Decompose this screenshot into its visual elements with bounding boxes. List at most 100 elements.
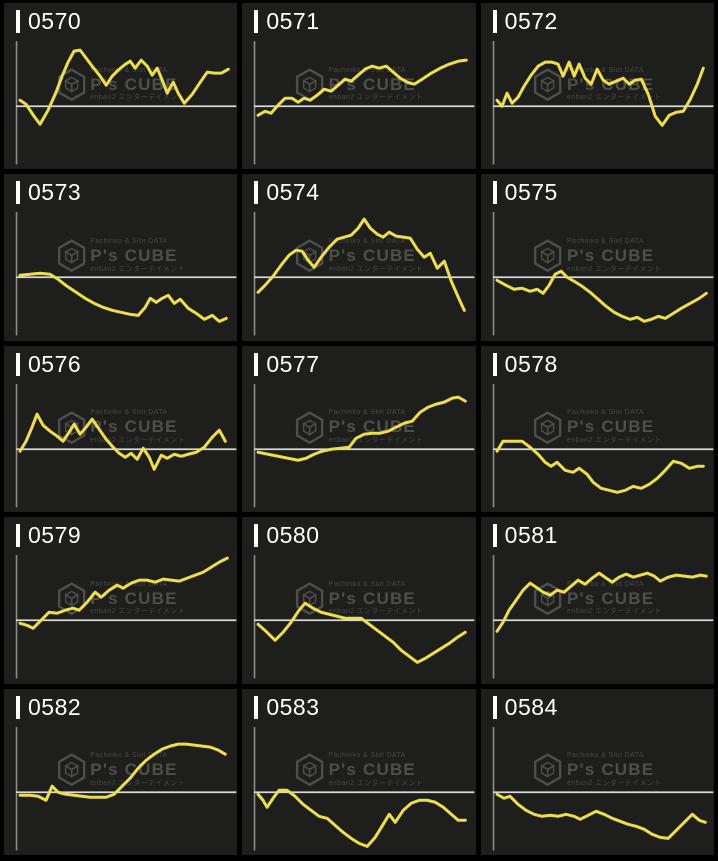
panel-label: 0578: [492, 352, 558, 376]
payout-line: [495, 571, 708, 633]
label-accent-bar: [16, 10, 20, 33]
ps-cube-watermark: Pachinko & Slot DATA P's CUBE enban2 エンタ…: [295, 410, 424, 446]
watermark-top-text: Pachinko & Slot DATA: [328, 409, 406, 417]
panel-label: 0574: [254, 181, 319, 205]
watermark-text-block: Pachinko & Slot DATA P's CUBE enban2 エンタ…: [567, 581, 662, 617]
watermark-text-block: Pachinko & Slot DATA P's CUBE enban2 エンタ…: [90, 238, 185, 274]
chart-panel-0579[interactable]: 0579 Pachinko & Slot DATA P's CUBE enban…: [4, 517, 238, 684]
cube-hexagon-icon: [56, 753, 86, 787]
panel-label: 0572: [492, 8, 558, 34]
label-accent-bar: [254, 10, 259, 33]
chart-panel-0575[interactable]: 0575 Pachinko & Slot DATA P's CUBE enban…: [480, 174, 714, 341]
chart-panel-0573[interactable]: 0573 Pachinko & Slot DATA P's CUBE enban…: [4, 174, 238, 341]
label-accent-bar: [492, 524, 497, 548]
watermark-title: P's CUBE: [328, 417, 416, 437]
slump-graph: [254, 383, 475, 508]
chart-panel-0576[interactable]: 0576 Pachinko & Slot DATA P's CUBE enban…: [4, 345, 238, 513]
watermark-top-text: Pachinko & Slot DATA: [566, 580, 644, 588]
panel-label: 0577: [254, 350, 320, 377]
slump-graph: [492, 212, 713, 336]
label-accent-bar: [254, 695, 259, 719]
chart-panel-0584[interactable]: 0584 Pachinko & Slot DATA P's CUBE enban…: [480, 688, 714, 855]
chart-panel-0578[interactable]: 0578 Pachinko & Slot DATA P's CUBE enban…: [480, 345, 714, 513]
watermark-text-block: Pachinko & Slot DATA P's CUBE enban2 エンタ…: [90, 67, 185, 103]
panel-label: 0584: [492, 695, 558, 719]
watermark-bottom-text: enban2 エンターテイメント: [90, 437, 186, 445]
payout-line: [256, 395, 468, 462]
cube-hexagon-icon: [533, 68, 563, 101]
chart-panel-0581[interactable]: 0581 Pachinko & Slot DATA P's CUBE enban…: [480, 517, 714, 684]
watermark-text-block: Pachinko & Slot DATA P's CUBE enban2 エンタ…: [567, 238, 662, 274]
watermark-text-block: Pachinko & Slot DATA P's CUBE enban2 エンタ…: [567, 752, 662, 788]
machine-number: 0581: [504, 522, 558, 549]
watermark-title: P's CUBE: [90, 417, 178, 437]
watermark-text-block: Pachinko & Slot DATA P's CUBE enban2 エンタ…: [567, 410, 662, 446]
machine-number: 0575: [504, 179, 558, 206]
chart-panel-0571[interactable]: 0571 Pachinko & Slot DATA P's CUBE enban…: [242, 3, 476, 170]
slump-graph: [254, 726, 475, 850]
panel-label: 0583: [254, 695, 319, 719]
payout-line: [18, 272, 228, 324]
panel-label: 0582: [16, 693, 82, 720]
watermark-top-text: Pachinko & Slot DATA: [328, 66, 406, 74]
machine-number: 0573: [28, 179, 82, 206]
watermark-top-text: Pachinko & Slot DATA: [566, 66, 644, 74]
watermark-bottom-text: enban2 エンターテイメント: [566, 265, 662, 273]
cube-hexagon-icon: [56, 68, 86, 101]
watermark-bottom-text: enban2 エンターテイメント: [566, 779, 662, 787]
payout-line: [18, 48, 230, 126]
ps-cube-watermark: Pachinko & Slot DATA P's CUBE enban2 エンタ…: [533, 752, 662, 788]
machine-number: 0570: [28, 8, 82, 34]
chart-panel-0570[interactable]: 0570 Pachinko & Slot DATA P's CUBE enban…: [4, 3, 238, 170]
panel-label: 0575: [492, 179, 558, 206]
watermark-title: P's CUBE: [90, 760, 178, 780]
payout-line: [495, 270, 708, 324]
watermark-bottom-text: enban2 エンターテイメント: [90, 779, 186, 787]
watermark-top-text: Pachinko & Slot DATA: [90, 66, 168, 74]
watermark-text-block: Pachinko & Slot DATA P's CUBE enban2 エンタ…: [329, 581, 424, 617]
watermark-bottom-text: enban2 エンターテイメント: [566, 437, 662, 445]
watermark-bottom-text: enban2 エンターテイメント: [328, 437, 424, 445]
ps-cube-watermark: Pachinko & Slot DATA P's CUBE enban2 エンタ…: [533, 238, 662, 274]
machine-number: 0582: [28, 693, 82, 720]
ps-cube-watermark: Pachinko & Slot DATA P's CUBE enban2 エンタ…: [295, 67, 424, 103]
watermark-title: P's CUBE: [566, 246, 655, 266]
watermark-bottom-text: enban2 エンターテイメント: [90, 94, 186, 102]
ps-cube-watermark: Pachinko & Slot DATA P's CUBE enban2 エンタ…: [295, 752, 424, 788]
watermark-bottom-text: enban2 エンターテイメント: [328, 94, 424, 102]
cube-hexagon-icon: [295, 753, 325, 787]
watermark-top-text: Pachinko & Slot DATA: [90, 238, 168, 246]
ps-cube-watermark: Pachinko & Slot DATA P's CUBE enban2 エンタ…: [56, 238, 185, 274]
watermark-top-text: Pachinko & Slot DATA: [566, 238, 644, 246]
slump-graph: [492, 555, 713, 679]
chart-panel-0574[interactable]: 0574 Pachinko & Slot DATA P's CUBE enban…: [242, 174, 476, 341]
machine-number: 0577: [266, 350, 320, 377]
watermark-top-text: Pachinko & Slot DATA: [328, 238, 406, 246]
label-accent-bar: [492, 352, 497, 376]
watermark-text-block: Pachinko & Slot DATA P's CUBE enban2 エンタ…: [329, 238, 424, 274]
chart-panel-0583[interactable]: 0583 Pachinko & Slot DATA P's CUBE enban…: [242, 688, 476, 855]
panel-label: 0580: [254, 524, 319, 548]
watermark-title: P's CUBE: [566, 588, 655, 608]
label-accent-bar: [16, 524, 20, 548]
machine-number: 0572: [504, 8, 558, 34]
slump-graph: [15, 212, 237, 336]
ps-cube-watermark: Pachinko & Slot DATA P's CUBE enban2 エンタ…: [295, 581, 424, 617]
chart-panel-0577[interactable]: 0577 Pachinko & Slot DATA P's CUBE enban…: [242, 345, 476, 513]
watermark-text-block: Pachinko & Slot DATA P's CUBE enban2 エンタ…: [329, 752, 424, 788]
label-accent-bar: [16, 352, 20, 376]
panel-label: 0571: [254, 10, 319, 33]
chart-panel-0572[interactable]: 0572 Pachinko & Slot DATA P's CUBE enban…: [480, 3, 714, 170]
watermark-bottom-text: enban2 エンターテイメント: [90, 265, 186, 273]
watermark-top-text: Pachinko & Slot DATA: [566, 752, 644, 760]
chart-panel-0580[interactable]: 0580 Pachinko & Slot DATA P's CUBE enban…: [242, 517, 476, 684]
watermark-title: P's CUBE: [566, 417, 655, 437]
payout-line: [18, 556, 229, 630]
slump-graph: [492, 383, 713, 508]
payout-line: [256, 58, 469, 117]
panel-label: 0573: [16, 179, 82, 206]
chart-panel-0582[interactable]: 0582 Pachinko & Slot DATA P's CUBE enban…: [4, 688, 238, 855]
label-accent-bar: [492, 10, 497, 33]
slump-graph: [15, 726, 237, 850]
